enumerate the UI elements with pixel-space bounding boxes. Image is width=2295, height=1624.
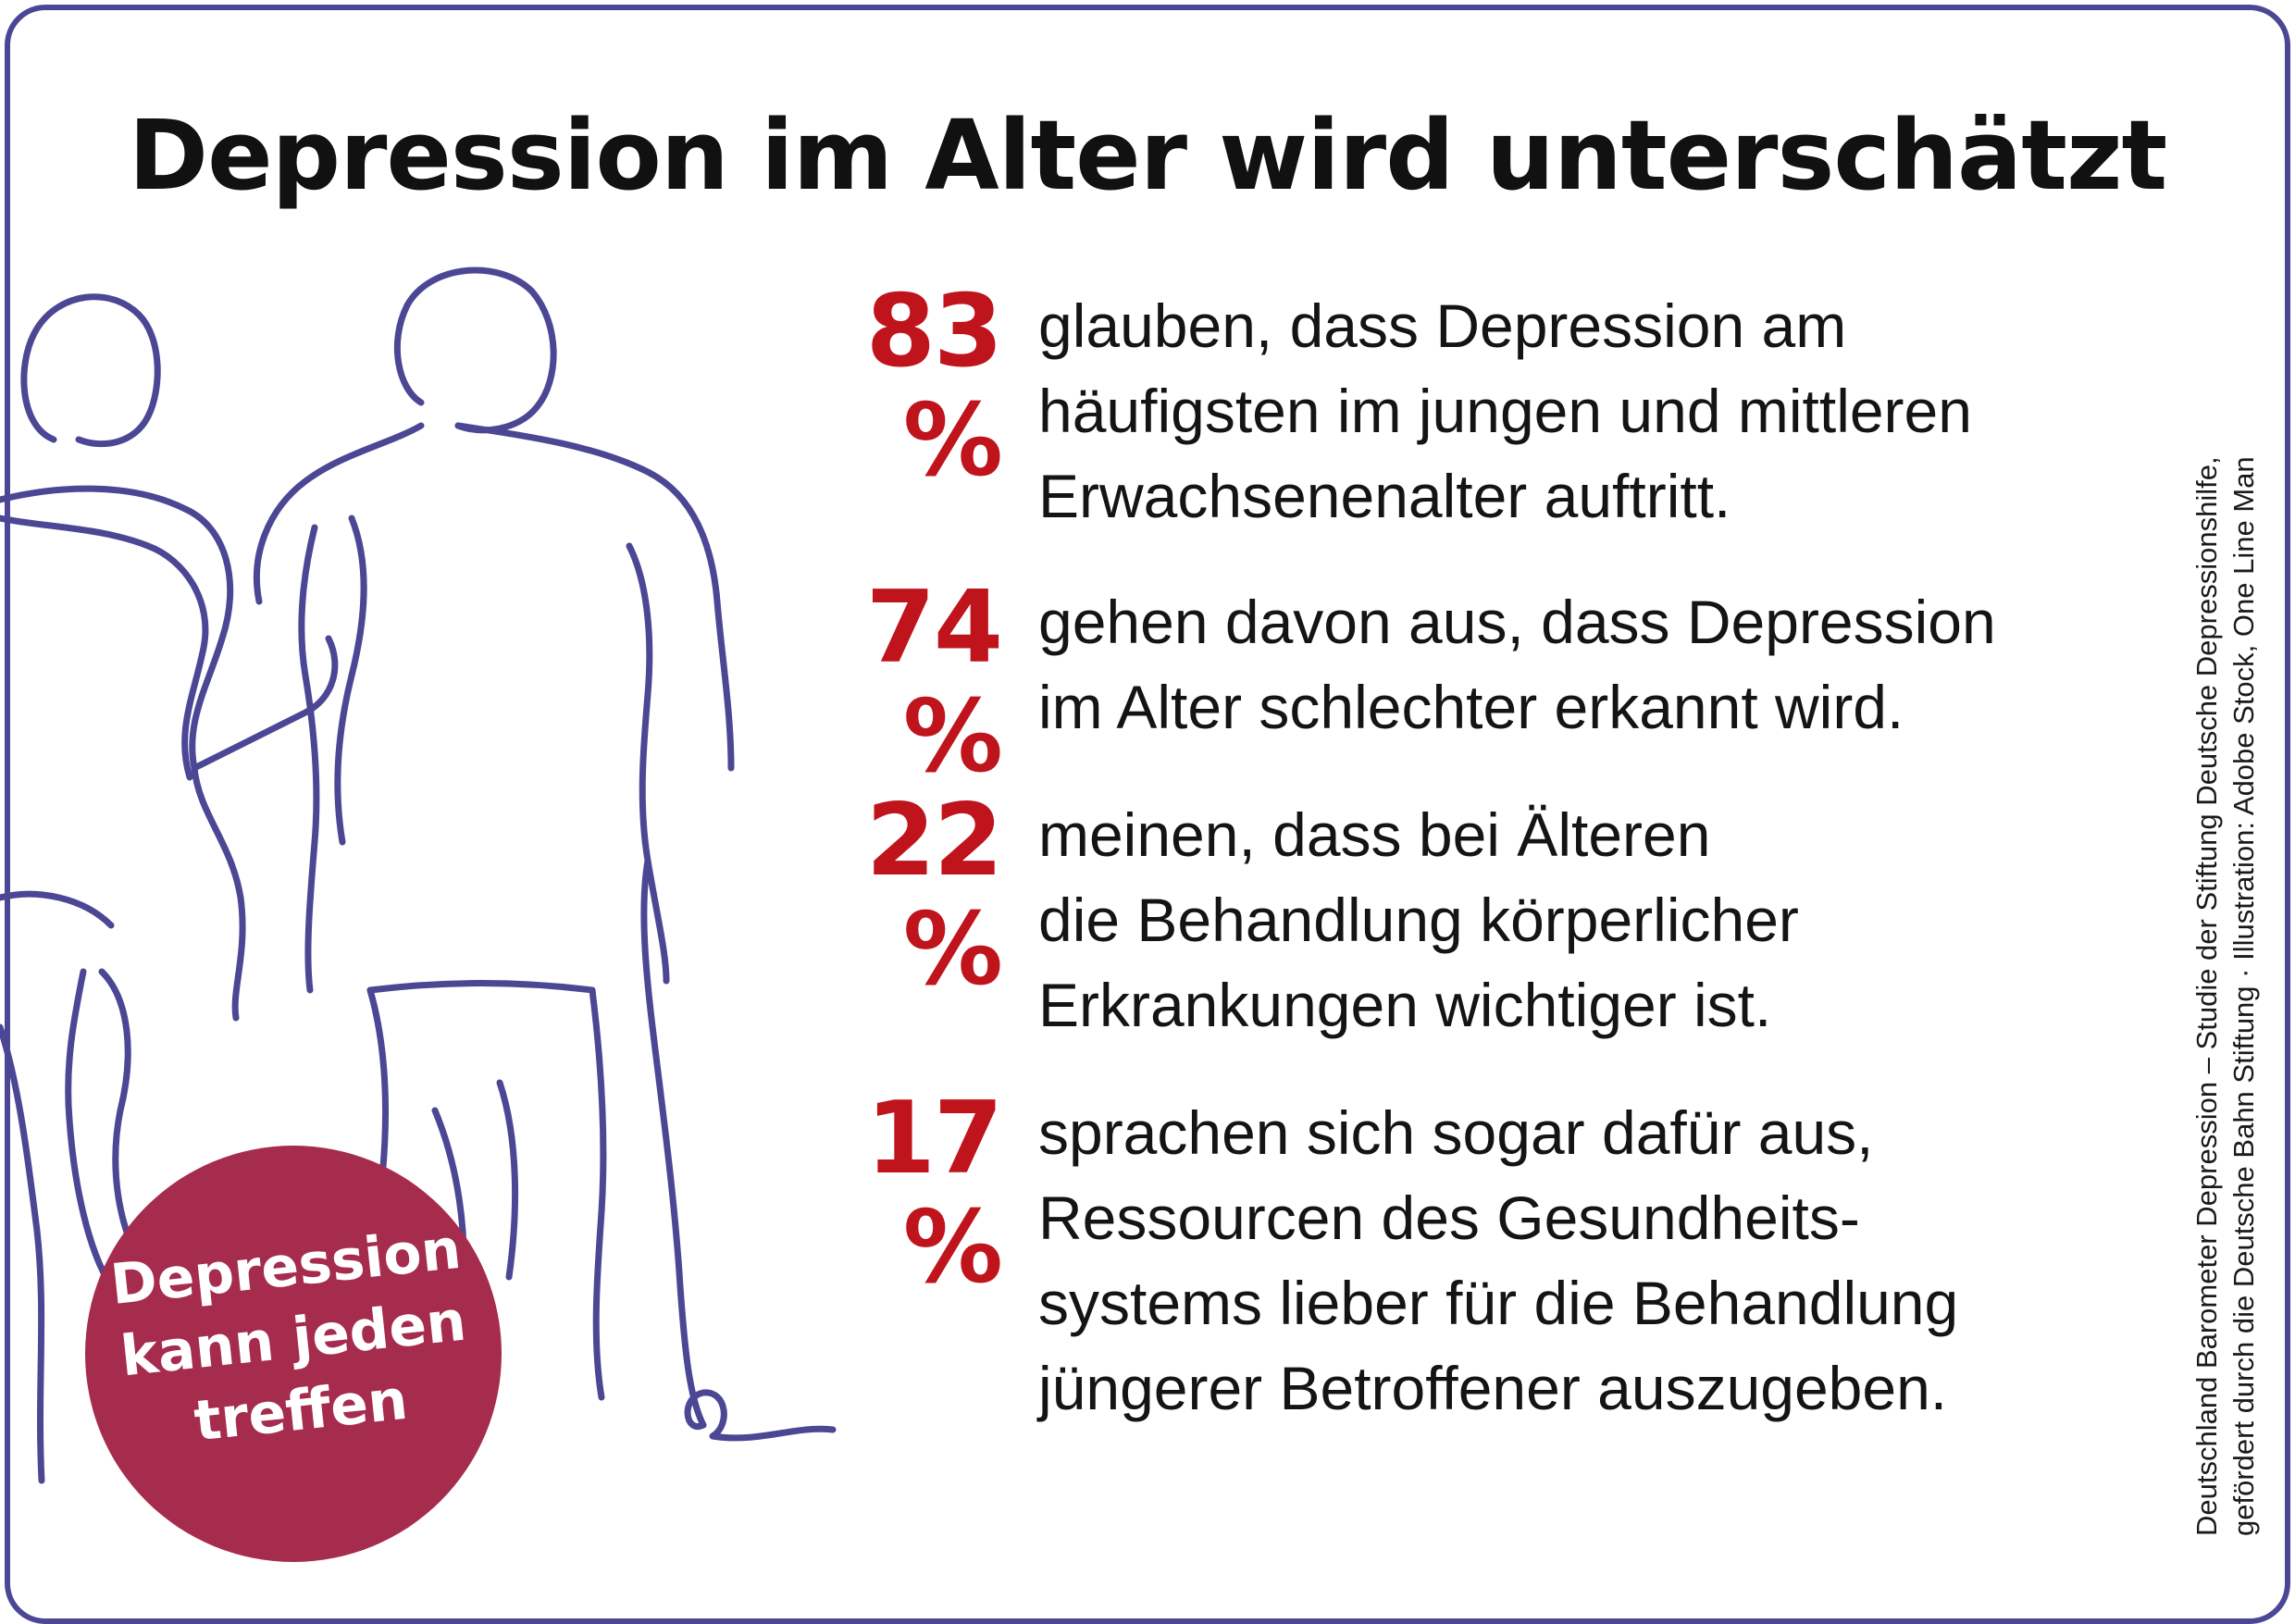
stat-text-line: Ressourcen des Gesundheits- [1038, 1184, 1860, 1252]
stat-percent: 17 % [865, 1081, 1003, 1306]
page-title: Depression im Alter wird unterschätzt [128, 99, 2167, 212]
source-credit-line: Deutschland Barometer Depression – Studi… [2190, 456, 2223, 1536]
stat-text-line: jüngerer Betroffener auszugeben. [1038, 1354, 1948, 1422]
stat-text-line: im Alter schlechter erkannt wird. [1038, 673, 1904, 741]
stat-text-line: häufigsten im jungen und mittleren [1038, 377, 1972, 445]
stat-text-line: Erkrankungen wichtiger ist. [1038, 971, 1772, 1039]
callout-badge-text: Depression kann jeden treffen [75, 1209, 512, 1469]
stat-percent: 83 % [865, 274, 1003, 499]
stat-text-line: systems lieber für die Behandlung [1038, 1269, 1959, 1337]
stat-text-line: die Behandlung körperlicher [1038, 886, 1799, 954]
stat-percent: 22 % [865, 783, 1003, 1008]
callout-badge: Depression kann jeden treffen [85, 1146, 502, 1562]
stat-text-line: gehen davon aus, dass Depression [1038, 588, 1996, 656]
stat-text: gehen davon aus, dass Depression im Alte… [1038, 579, 2149, 750]
stat-text: meinen, dass bei Älteren die Behandlung … [1038, 792, 2149, 1048]
stat-text: glauben, dass Depression am häufigsten i… [1038, 283, 2149, 539]
source-credit-line: gefördert durch die Deutsche Bahn Stiftu… [2227, 456, 2260, 1536]
two-elderly-people-walking-line-art-icon [0, 267, 837, 1484]
stat-text-line: sprachen sich sogar dafür aus, [1038, 1098, 1874, 1167]
stat-percent: 74 % [865, 570, 1003, 795]
stat-text-line: glauben, dass Depression am [1038, 291, 1847, 360]
stat-text-line: Erwachsenenalter auftritt. [1038, 462, 1731, 530]
stat-text: sprachen sich sogar dafür aus, Ressource… [1038, 1090, 2149, 1431]
source-credit: Deutschland Barometer Depression – Studi… [2189, 352, 2263, 1536]
stat-text-line: meinen, dass bei Älteren [1038, 800, 1711, 869]
